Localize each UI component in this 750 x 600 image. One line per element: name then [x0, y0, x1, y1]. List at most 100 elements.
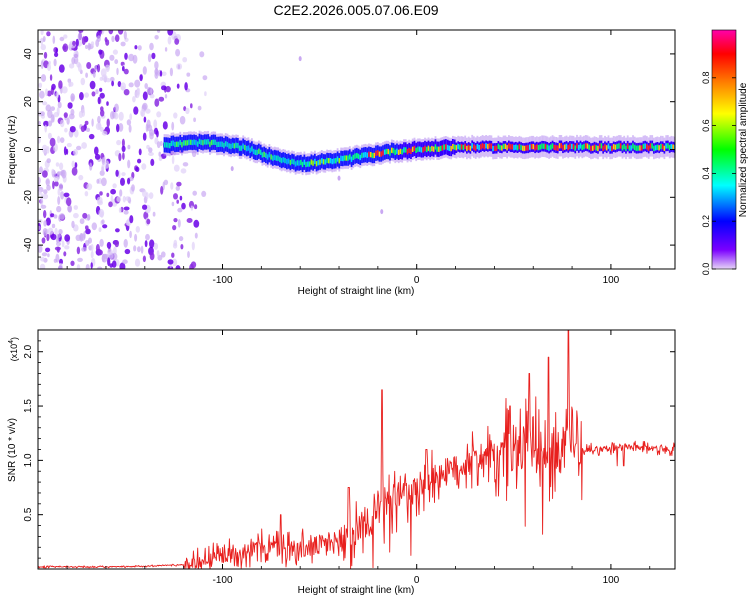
spectrogram-noise-cell [43, 51, 48, 59]
spectrogram-ridge-peak [425, 146, 428, 153]
spectrogram-ridge-peak [361, 152, 363, 159]
spectrogram-ridge-peak [186, 140, 188, 146]
spectrogram-ridge-peak [245, 146, 248, 152]
spectrogram-ridge-peak [165, 142, 167, 148]
spectrogram-ridge-peak [300, 159, 302, 166]
spectrogram-ridge-peak [592, 145, 594, 151]
spectrogram-noise-cell [43, 120, 49, 127]
spectrogram-noise-cell [57, 188, 61, 196]
spectrogram-noise-cell [40, 30, 44, 36]
spectrogram-noise-cell [154, 98, 160, 107]
spectrogram-noise-cell [77, 63, 82, 72]
spectrogram-noise-cell [88, 133, 95, 140]
spectrogram-noise-cell [84, 191, 89, 197]
spectrogram-noise-cell [167, 259, 174, 265]
spectrogram-ridge-peak [188, 139, 190, 145]
spectrogram-ridge-peak [661, 144, 664, 150]
spectrogram-ridge-peak [653, 145, 655, 152]
spectrogram-noise-cell [142, 91, 148, 101]
spectrogram-ridge-peak [385, 148, 388, 155]
spectrogram-noise-cell [190, 205, 194, 211]
spectrogram-ridge-peak [424, 145, 426, 152]
spectrogram-ridge-peak [397, 149, 400, 155]
spectrogram-noise-cell [115, 228, 120, 233]
spectrogram-noise-cell [190, 103, 193, 109]
spectrogram-ridge-peak [548, 145, 550, 151]
spectrogram-noise-cell [84, 120, 89, 126]
spectrogram-noise-cell [52, 180, 55, 190]
spectrogram-noise-cell [94, 65, 98, 72]
colorbar-tick-label: 0.0 [701, 263, 711, 276]
spectrogram-noise-cell [99, 170, 105, 176]
spectrogram-noise-cell [101, 177, 107, 187]
spectrogram-ridge-peak [590, 145, 592, 152]
spectrogram-noise-cell [134, 79, 141, 88]
spectrogram-noise-cell [146, 86, 152, 95]
spectrogram-ridge-peak [364, 152, 367, 158]
spectrogram-noise-cell [85, 72, 88, 78]
spectrogram-ridge-peak [639, 145, 641, 151]
spectrogram-ridge-peak [408, 147, 410, 154]
spectrogram-noise-cell [149, 252, 155, 261]
spectrogram-noise-cell [110, 76, 115, 82]
spectrogram-noise-cell [123, 30, 127, 40]
spectrogram-noise-cell [94, 153, 101, 160]
spectrogram-noise-cell [61, 86, 68, 94]
spectrogram-y-tick-label: -20 [23, 190, 34, 205]
spectrogram-noise-cell [106, 78, 111, 83]
spectrogram-noise-cell [55, 47, 58, 54]
spectrogram-ridge-peak [389, 150, 391, 156]
spectrogram-ridge-peak [544, 143, 547, 150]
spectrogram-noise-cell [193, 219, 200, 228]
spectrogram-noise-cell [135, 166, 140, 172]
spectrogram-noise-cell [38, 189, 42, 196]
snr-x-label: Height of straight line (km) [298, 585, 415, 596]
spectrogram-ridge-peak [336, 156, 339, 162]
spectrogram-noise-cell [91, 118, 94, 127]
spectrogram-ridge-peak [578, 144, 580, 151]
spectrogram-ridge-peak [377, 150, 379, 156]
spectrogram-ridge-peak [315, 161, 318, 167]
spectrogram-noise-cell [78, 174, 84, 181]
colorbar-tick-label: 0.8 [701, 72, 711, 85]
spectrogram-ridge-peak [343, 155, 346, 161]
spectrogram-noise-cell [194, 204, 198, 210]
spectrogram-noise-cell [79, 218, 85, 225]
spectrogram-y-tick-label: 40 [23, 48, 34, 60]
spectrogram-noise-cell [86, 127, 90, 132]
spectrogram-y-tick-label: -40 [23, 237, 34, 252]
spectrogram-noise-cell [58, 229, 63, 235]
spectrogram-noise-cell [114, 59, 119, 65]
spectrogram-ridge-peak [623, 143, 625, 150]
spectrogram-ridge-peak [597, 145, 599, 152]
spectrogram-ridge-peak [384, 149, 386, 155]
spectrogram-noise-cell [184, 82, 188, 91]
spectrogram-noise-cell [189, 263, 194, 269]
spectrogram-noise-cell [169, 67, 173, 77]
spectrogram-noise-cell [63, 34, 68, 39]
spectrogram-noise-cell [120, 41, 126, 47]
spectrogram-noise-cell [148, 152, 154, 156]
spectrogram-ridge-peak [270, 154, 272, 160]
spectrogram-noise-cell [40, 204, 47, 209]
spectrogram-noise-cell [108, 201, 113, 208]
spectrogram-ridge-peak [460, 144, 463, 150]
spectrogram-ridge-peak [480, 144, 482, 150]
spectrogram-noise-cell [176, 181, 182, 187]
spectrogram-noise-cell [60, 119, 65, 128]
spectrogram-noise-cell [91, 222, 98, 231]
spectrogram-noise-cell [67, 204, 73, 213]
spectrogram-noise-cell [186, 218, 193, 223]
spectrogram-panel: -100 0 100 -40 -20 0 20 40 Height of straight l… [7, 29, 676, 297]
spectrogram-blip [337, 175, 341, 181]
spectrogram-noise-cell [112, 183, 117, 189]
snr-series-line [38, 330, 675, 569]
spectrogram-noise-cell [115, 169, 119, 177]
spectrogram-noise-cell [106, 241, 112, 249]
spectrogram-ridge-peak [224, 141, 227, 147]
spectrogram-ridge-peak [235, 142, 237, 148]
spectrogram-ridge-peak [546, 144, 548, 150]
spectrogram-ridge-peak [534, 145, 536, 151]
spectrogram-noise-cell [161, 251, 166, 258]
